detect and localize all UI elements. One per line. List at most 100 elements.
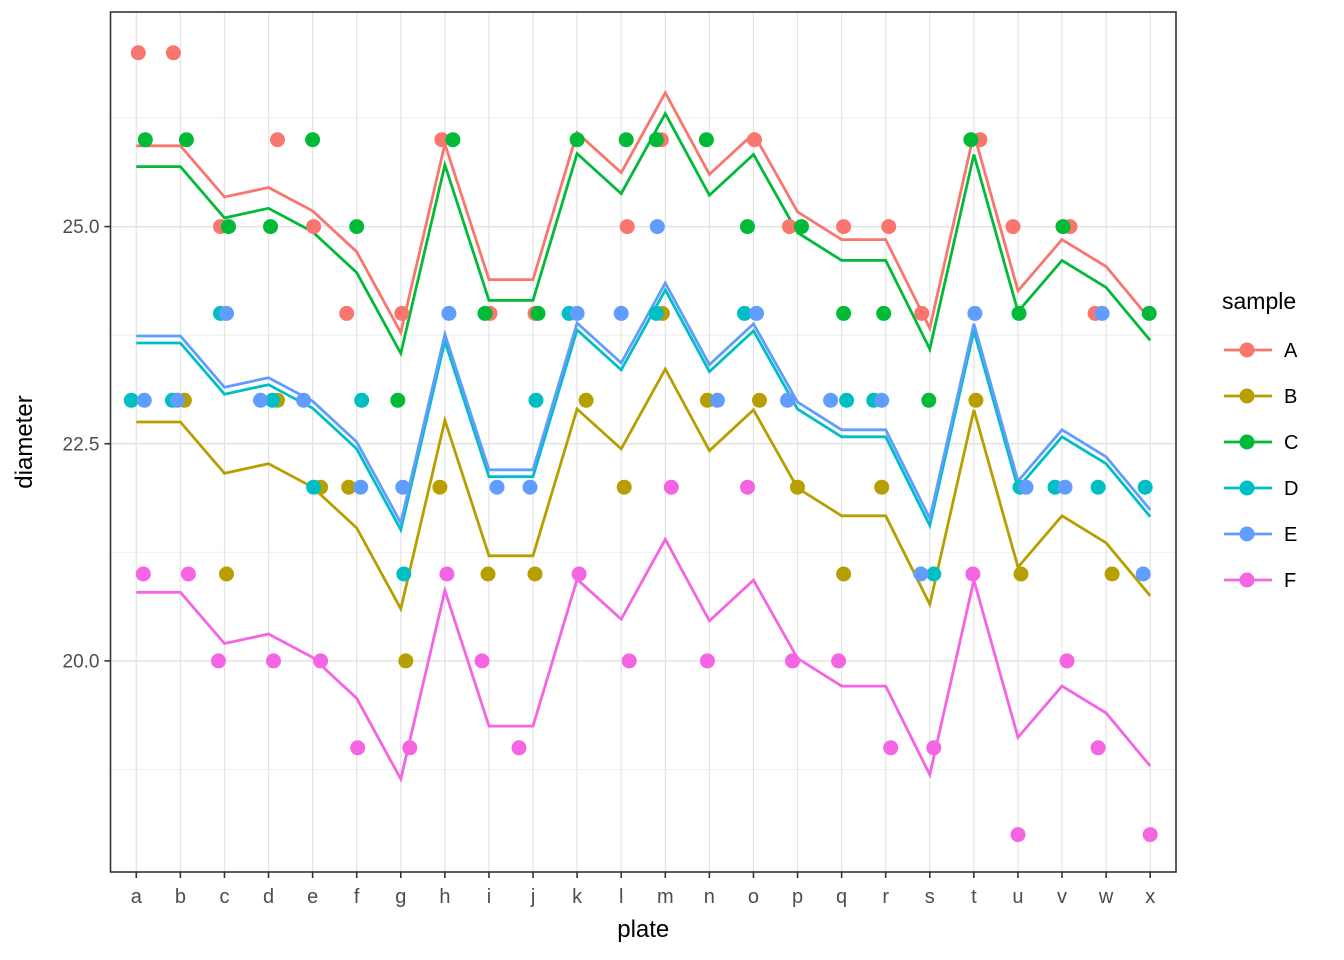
x-tick-label-q: q [836, 886, 847, 908]
data-point-C-k [569, 132, 585, 148]
x-tick-label-r: r [882, 886, 889, 908]
data-point-C-a [137, 132, 153, 148]
data-point-B-o [752, 392, 767, 408]
data-point-F-q [831, 653, 847, 669]
y-axis-title: diameter [11, 395, 38, 488]
data-point-A-s [914, 305, 930, 321]
data-point-A-h [434, 132, 450, 148]
data-point-E-g [395, 479, 411, 495]
data-point-F-w [1090, 740, 1106, 756]
data-point-A-q [836, 219, 852, 235]
data-point-E-r [874, 392, 890, 408]
x-tick-label-m: m [657, 886, 674, 908]
data-point-D-m [648, 305, 664, 321]
x-tick-label-h: h [439, 886, 450, 908]
data-point-D-a [123, 392, 139, 408]
y-tick-label: 25.0 [63, 217, 100, 238]
data-point-D-w [1090, 479, 1106, 495]
x-tick-label-e: e [307, 886, 318, 908]
data-point-A-o [747, 132, 762, 148]
data-point-E-u [1018, 479, 1034, 495]
data-point-F-l [621, 653, 637, 669]
x-tick-label-k: k [572, 886, 583, 908]
data-point-A-u [1005, 219, 1021, 235]
data-point-E-p [780, 392, 795, 408]
data-point-F-f [350, 740, 366, 756]
data-point-D-d [265, 392, 280, 408]
data-point-C-b [178, 132, 194, 148]
legend-key-dot-C [1239, 434, 1255, 450]
data-point-F-s [926, 740, 942, 756]
data-point-C-h [445, 132, 461, 148]
data-point-C-p [794, 219, 809, 235]
legend-key-dot-D [1239, 480, 1255, 496]
data-point-F-x [1142, 827, 1158, 843]
data-point-F-v [1059, 653, 1075, 669]
data-point-F-e [313, 653, 329, 669]
data-point-C-s [921, 392, 937, 408]
data-point-A-b [165, 45, 181, 61]
data-point-E-h [441, 305, 457, 321]
data-point-C-v [1055, 219, 1071, 235]
x-tick-label-l: l [619, 886, 623, 908]
data-point-C-e [305, 132, 321, 148]
x-tick-label-s: s [925, 886, 935, 908]
series-line-F [136, 536, 1152, 783]
data-point-E-f [353, 479, 369, 495]
data-point-E-t [967, 305, 983, 321]
data-point-C-d [263, 219, 278, 235]
data-point-F-b [180, 566, 196, 582]
data-point-A-g [394, 305, 410, 321]
data-point-A-f [339, 305, 355, 321]
data-point-C-i [477, 305, 493, 321]
data-point-C-f [349, 219, 365, 235]
panel-border [109, 11, 1177, 873]
series-line-A [136, 89, 1152, 337]
data-point-D-q [839, 392, 855, 408]
data-point-A-p [782, 219, 797, 235]
x-axis-title: plate [617, 916, 669, 943]
data-point-F-g [402, 740, 418, 756]
x-tick-label-w: w [1098, 886, 1114, 908]
data-point-C-o [740, 219, 755, 235]
data-point-F-p [785, 653, 800, 669]
data-point-E-d [253, 392, 268, 408]
x-tick-label-t: t [971, 886, 977, 908]
data-point-E-v [1057, 479, 1073, 495]
data-point-E-b [169, 392, 185, 408]
data-point-A-d [270, 132, 285, 148]
data-point-D-o [737, 305, 752, 321]
y-tick-label: 20.0 [63, 652, 100, 673]
data-point-C-t [963, 132, 979, 148]
data-point-F-m [663, 479, 679, 495]
data-point-F-a [135, 566, 151, 582]
legend-label-E: E [1284, 524, 1297, 546]
series-line-B [136, 366, 1152, 613]
legend-label-F: F [1284, 570, 1296, 592]
data-point-F-u [1010, 827, 1026, 843]
x-tick-label-n: n [704, 886, 715, 908]
legend-key-dot-F [1239, 572, 1255, 588]
data-point-F-i [474, 653, 490, 669]
legend-label-A: A [1284, 340, 1298, 362]
data-point-B-q [836, 566, 852, 582]
data-point-C-r [876, 305, 892, 321]
data-point-F-h [439, 566, 455, 582]
x-tick-label-p: p [792, 886, 803, 908]
x-tick-label-i: i [487, 886, 491, 908]
legend-label-D: D [1284, 478, 1298, 500]
data-point-E-o [749, 305, 764, 321]
data-point-E-w [1094, 305, 1110, 321]
data-point-D-j [528, 392, 544, 408]
data-point-D-x [1137, 479, 1153, 495]
x-tick-label-v: v [1057, 886, 1067, 908]
data-point-B-j [527, 566, 543, 582]
data-point-C-q [836, 305, 852, 321]
x-tick-label-j: j [530, 886, 535, 908]
series-line-C [136, 110, 1152, 358]
legend-label-B: B [1284, 386, 1297, 408]
data-point-D-g [396, 566, 412, 582]
data-point-E-m [649, 219, 665, 235]
data-point-E-k [569, 305, 585, 321]
